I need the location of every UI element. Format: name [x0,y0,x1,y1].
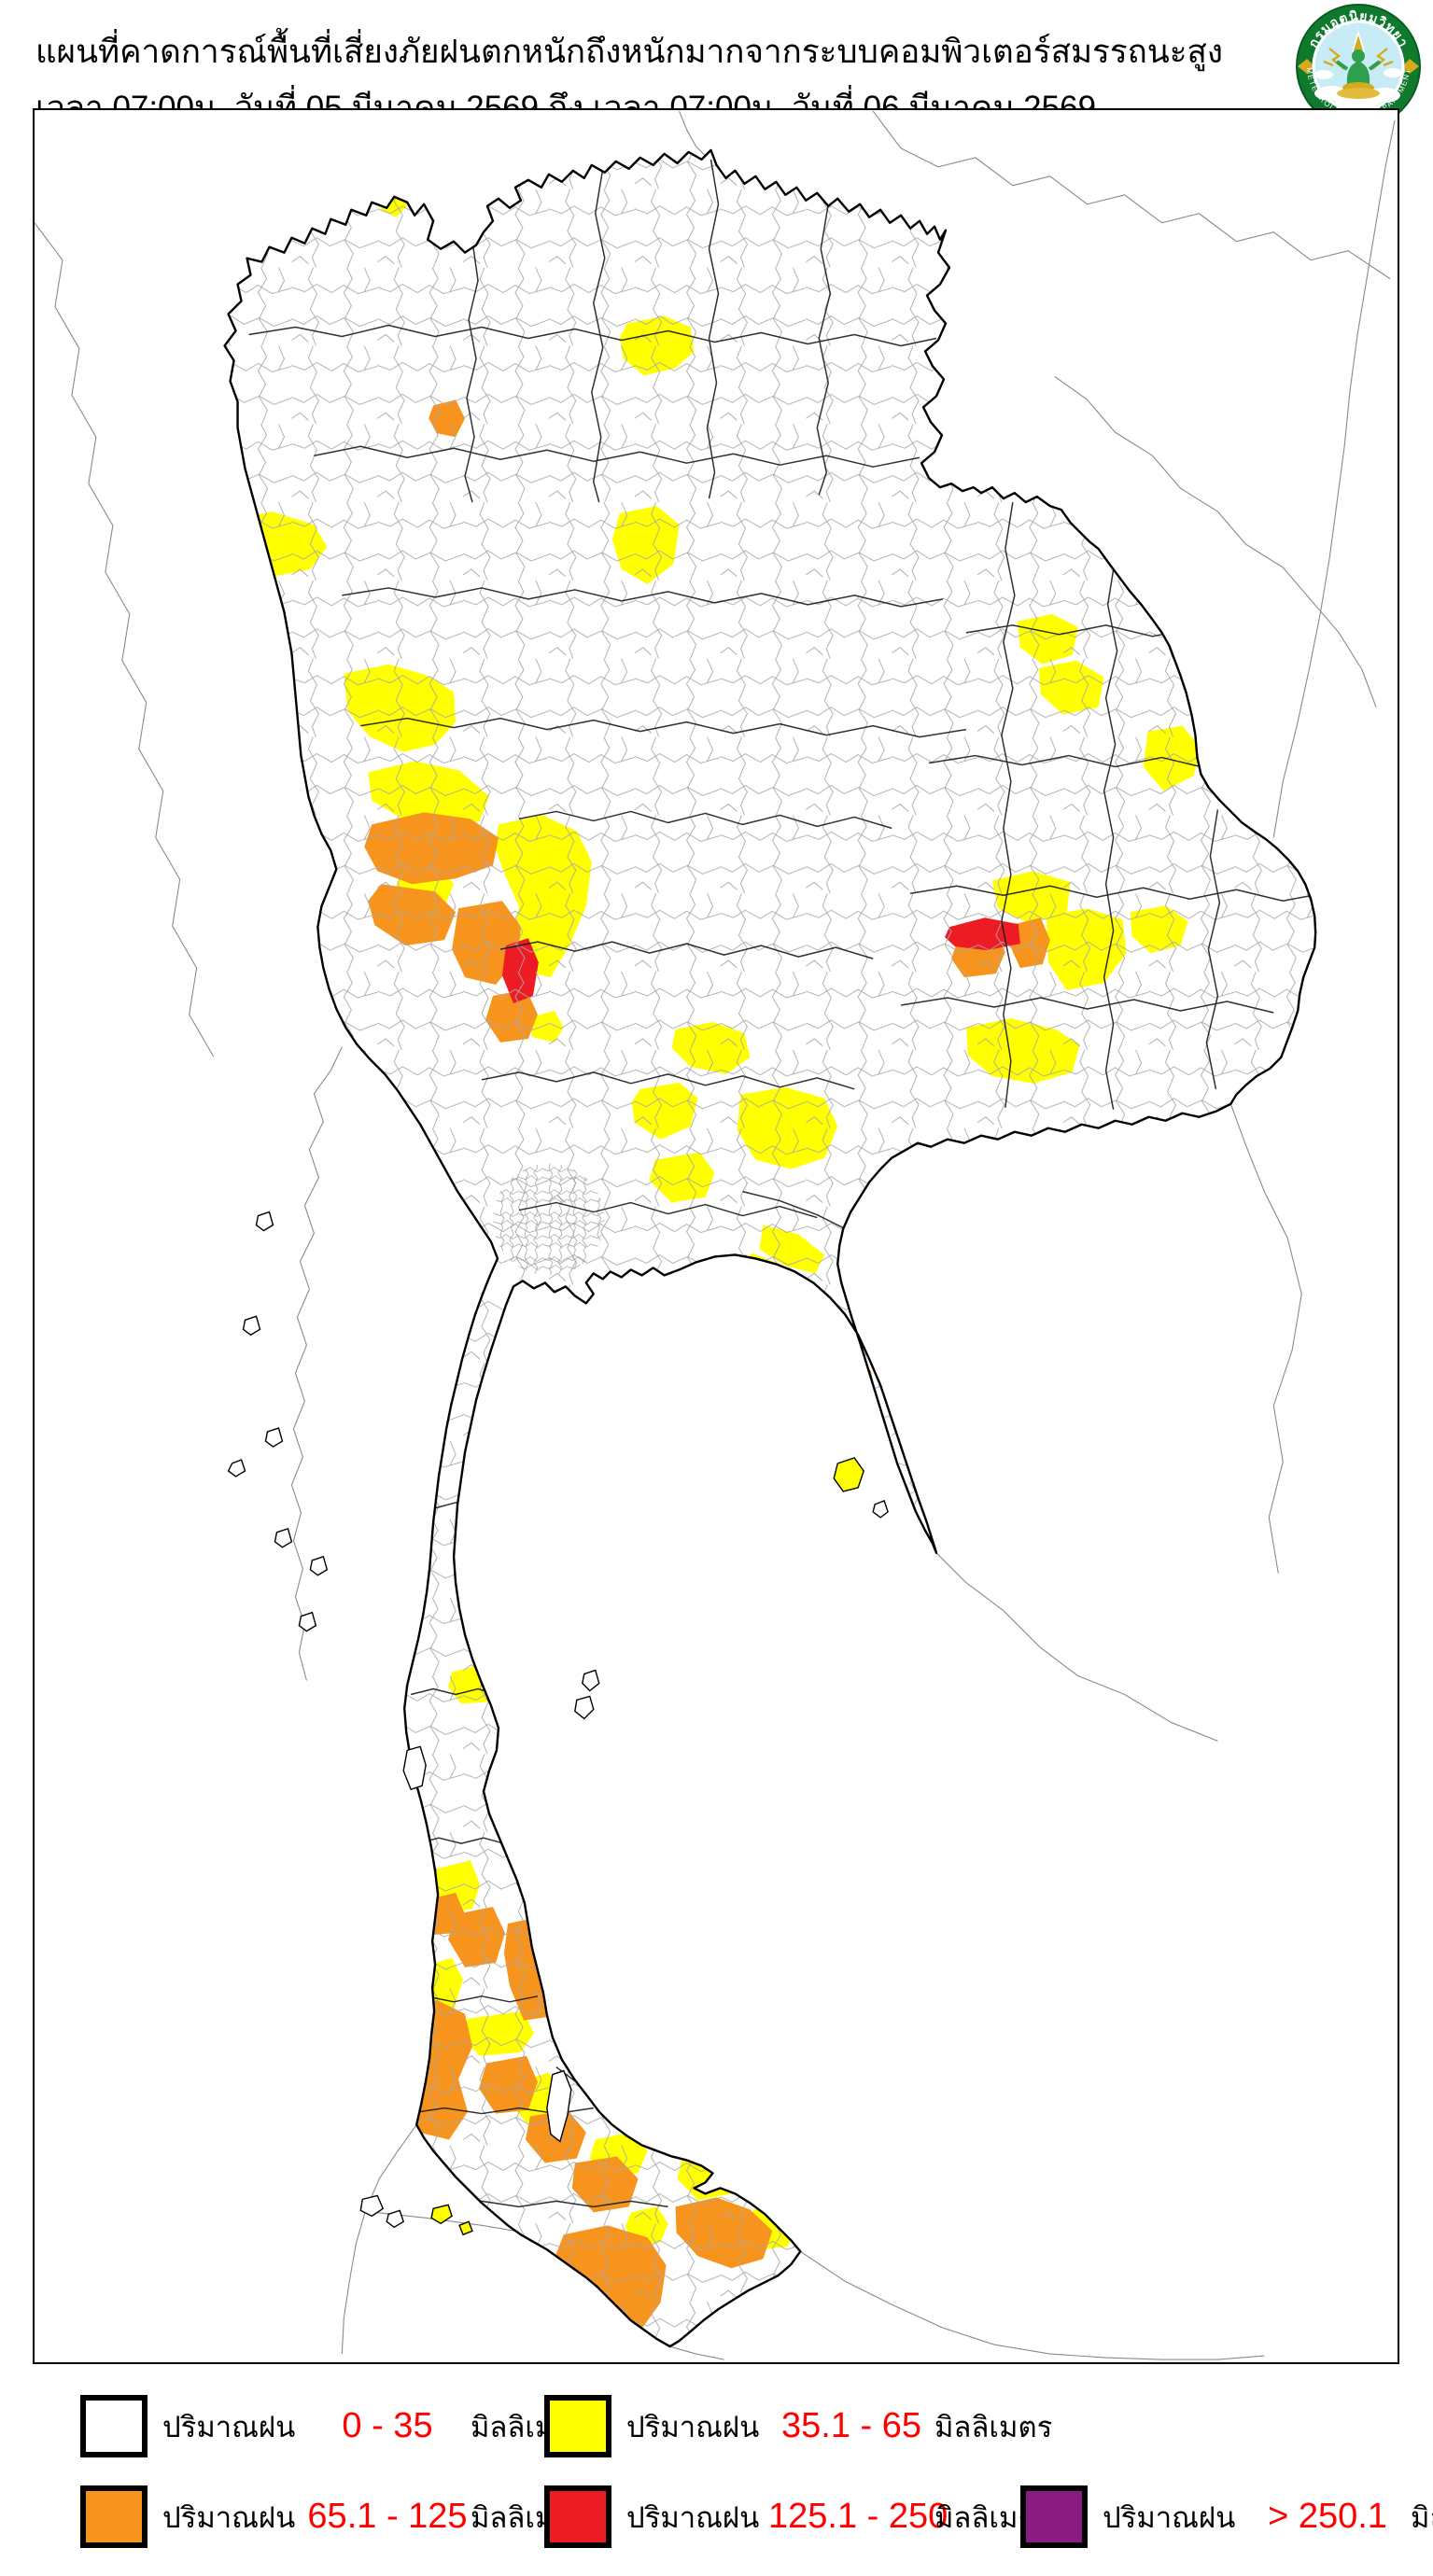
legend-row-2: ปริมาณฝน 65.1 - 125 มิลลิเมตร ปริมาณฝน 1… [0,2485,1433,2548]
legend-swatch-yellow [544,2395,611,2457]
legend-label: ปริมาณฝน [162,2410,296,2443]
legend-item-0-35: ปริมาณฝน 0 - 35 มิลลิเมตร [80,2395,588,2457]
logo-left-ornament [1298,59,1314,74]
legend-range: 0 - 35 [342,2406,433,2445]
legend-swatch-white [80,2395,148,2457]
legend-item-over-250: ปริมาณฝน > 250.1 มิลลิเมตร [1020,2485,1433,2548]
legend-swatch-red [544,2485,611,2548]
legend-range: 35.1 - 65 [781,2406,921,2445]
islands-and-lakes [227,1211,889,2236]
legend-item-125-250: ปริมาณฝน 125.1 - 250 มิลลิเมตร [544,2485,1052,2548]
legend-range: 65.1 - 125 [307,2497,468,2536]
legend-label: ปริมาณฝน [626,2410,760,2443]
logo-deity [1335,30,1382,99]
legend-item-35-65: ปริมาณฝน 35.1 - 65 มิลลิเมตร [544,2395,1052,2457]
rainfall-risk-areas [224,149,1316,2347]
legend-swatch-purple [1020,2485,1088,2548]
logo-right-ornament [1402,59,1419,74]
phuket-island [402,1745,427,1791]
map-title: แผนที่คาดการณ์พื้นที่เสี่ยงภัยฝนตกหนักถึ… [35,34,1223,70]
legend-unit: มิลลิเมตร [934,2410,1053,2443]
bangkok-dense-districts [492,1163,605,1276]
legend-swatch-orange [80,2485,148,2548]
district-boundaries-texture [224,149,1316,2347]
legend-label: ปริมาณฝน [1103,2500,1236,2534]
legend-range: > 250.1 [1268,2497,1387,2536]
rainfall-legend: ปริมาณฝน 0 - 35 มิลลิเมตร ปริมาณฝน 35.1 … [0,2395,1433,2576]
neighbor-country-borders [35,110,1396,2360]
ko-chang-island [833,1457,864,1492]
legend-range: 125.1 - 250 [768,2497,948,2536]
legend-item-65-125: ปริมาณฝน 65.1 - 125 มิลลิเมตร [80,2485,588,2548]
songkhla-lake [546,2069,572,2143]
legend-label: ปริมาณฝน [162,2500,296,2534]
legend-unit: มิลลิเมตร [1411,2500,1433,2534]
legend-row-1: ปริมาณฝน 0 - 35 มิลลิเมตร ปริมาณฝน 35.1 … [0,2395,1433,2457]
legend-label: ปริมาณฝน [626,2500,760,2534]
map-canvas [35,110,1396,2360]
thailand-rainfall-map [33,108,1399,2364]
